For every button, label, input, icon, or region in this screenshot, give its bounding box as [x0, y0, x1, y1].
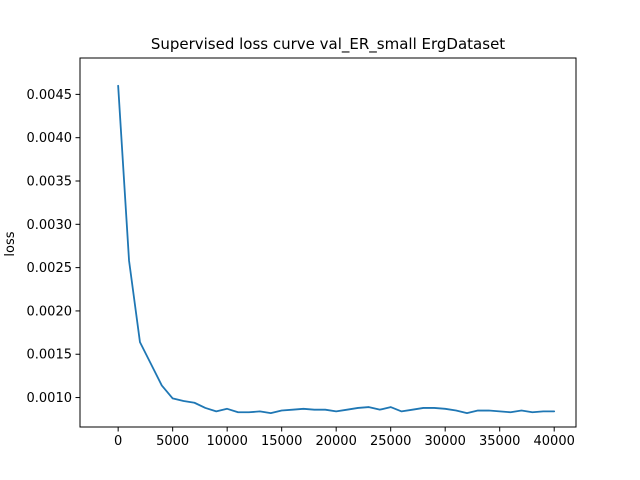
y-tick-label: 0.0025: [27, 261, 73, 276]
y-axis-label: loss: [3, 231, 18, 256]
x-tick-label: 20000: [315, 434, 356, 449]
x-tick-label: 40000: [534, 434, 575, 449]
y-tick-label: 0.0045: [27, 88, 73, 103]
x-tick-label: 0: [114, 434, 122, 449]
y-tick-label: 0.0030: [27, 218, 73, 233]
y-tick-label: 0.0035: [27, 175, 73, 190]
x-tick-label: 5000: [156, 434, 189, 449]
x-tick-label: 30000: [425, 434, 466, 449]
chart-title: Supervised loss curve val_ER_small ErgDa…: [151, 35, 505, 54]
y-tick-label: 0.0015: [27, 348, 73, 363]
x-tick-label: 25000: [370, 434, 411, 449]
y-tick-label: 0.0010: [27, 391, 73, 406]
y-tick-label: 0.0020: [27, 304, 73, 319]
y-tick-label: 0.0040: [27, 131, 73, 146]
plot-area: 0 5000 10000 15000 20000 25000 30000 35000 40000…: [27, 57, 577, 449]
x-tick-label: 35000: [479, 434, 520, 449]
x-tick-label: 15000: [261, 434, 302, 449]
x-tick-label: 10000: [206, 434, 247, 449]
plot-frame: [79, 57, 577, 428]
series-line-0: [117, 84, 556, 415]
